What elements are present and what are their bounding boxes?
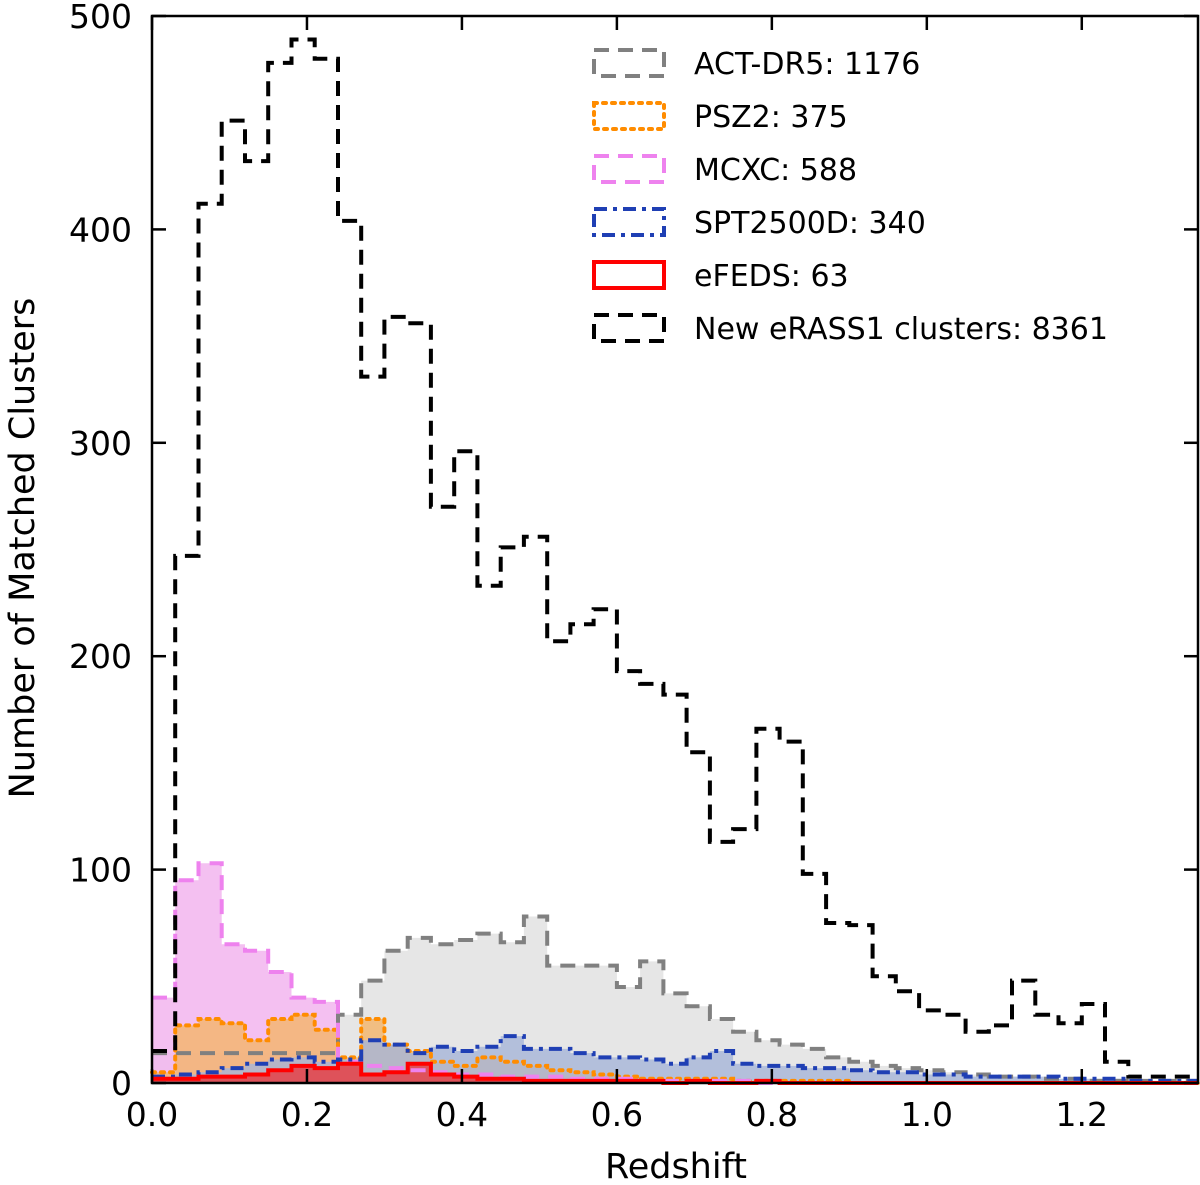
legend: ACT-DR5: 1176 PSZ2: 375 MCXC: 588 SPT2500D:…	[592, 47, 1108, 347]
series-outlines	[150, 37, 1200, 1085]
legend-swatch	[592, 207, 666, 237]
legend-swatch	[592, 313, 666, 343]
legend-label: MCXC: 588	[694, 153, 857, 188]
y-tick-label: 0	[111, 1064, 132, 1103]
x-tick-label: 0.0	[126, 1095, 178, 1134]
plot-frame	[150, 14, 1200, 1085]
legend-swatch	[592, 154, 666, 184]
legend-label: New eRASS1 clusters: 8361	[694, 312, 1108, 347]
legend-swatch	[592, 48, 666, 78]
y-tick-label: 500	[69, 0, 132, 36]
x-tick-label: 0.4	[436, 1095, 488, 1134]
y-tick-label: 200	[69, 637, 132, 676]
x-tick-label: 0.8	[746, 1095, 798, 1134]
legend-entry-spt2500d: SPT2500D: 340	[592, 206, 926, 241]
legend-swatch	[592, 101, 666, 131]
legend-swatch	[592, 260, 666, 290]
legend-entry-mcxc: MCXC: 588	[592, 153, 857, 188]
spt2500d-line	[152, 1034, 1198, 1083]
x-tick-label: 1.0	[901, 1095, 953, 1134]
legend-entry-new-erass1-clusters: New eRASS1 clusters: 8361	[592, 312, 1108, 347]
x-tick-label: 0.6	[591, 1095, 643, 1134]
legend-label: PSZ2: 375	[694, 100, 848, 135]
series-fills	[152, 863, 1198, 1083]
y-tick-label: 300	[69, 424, 132, 463]
legend-label: SPT2500D: 340	[694, 206, 926, 241]
axis-ticks: 0.0 0.2 0.4 0.6 0.8 1.0 1.2 0 100 200 300 400 500	[69, 0, 1198, 1134]
act-dr5-line	[152, 914, 1198, 1083]
legend-label: eFEDS: 63	[694, 259, 849, 294]
legend-entry-efeds: eFEDS: 63	[592, 259, 849, 294]
y-tick-label: 100	[69, 851, 132, 890]
x-tick-label: 0.2	[281, 1095, 333, 1134]
x-axis-label: Redshift	[605, 1147, 747, 1185]
legend-label: ACT-DR5: 1176	[694, 47, 920, 82]
y-axis-label: Number of Matched Clusters	[3, 298, 43, 799]
y-tick-label: 400	[69, 210, 132, 249]
new-erass1-clusters-line	[152, 37, 1198, 1079]
legend-entry-act-dr5: ACT-DR5: 1176	[592, 47, 920, 82]
legend-entry-psz2: PSZ2: 375	[592, 100, 848, 135]
x-tick-label: 1.2	[1056, 1095, 1108, 1134]
act-dr5-fill	[152, 916, 1198, 1083]
